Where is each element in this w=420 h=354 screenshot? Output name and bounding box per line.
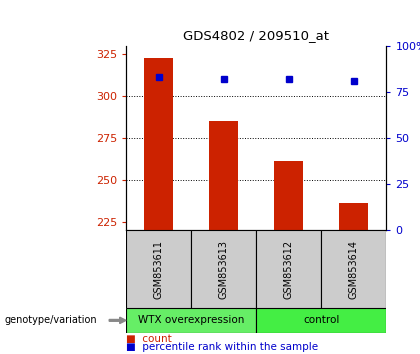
Text: GSM853611: GSM853611 xyxy=(154,240,163,298)
Bar xyxy=(144,58,173,230)
FancyBboxPatch shape xyxy=(256,230,321,308)
Text: WTX overexpression: WTX overexpression xyxy=(138,315,244,325)
Text: GSM853613: GSM853613 xyxy=(219,240,228,298)
Text: GSM853614: GSM853614 xyxy=(349,240,359,298)
FancyBboxPatch shape xyxy=(191,230,256,308)
Text: ■  percentile rank within the sample: ■ percentile rank within the sample xyxy=(126,342,318,352)
Bar xyxy=(339,203,368,230)
FancyBboxPatch shape xyxy=(256,308,386,333)
Bar xyxy=(274,161,303,230)
Text: genotype/variation: genotype/variation xyxy=(4,315,97,325)
FancyBboxPatch shape xyxy=(126,308,256,333)
FancyBboxPatch shape xyxy=(321,230,386,308)
Text: GSM853612: GSM853612 xyxy=(284,239,294,299)
Title: GDS4802 / 209510_at: GDS4802 / 209510_at xyxy=(183,29,329,42)
Text: control: control xyxy=(303,315,339,325)
FancyBboxPatch shape xyxy=(126,230,191,308)
Text: ■  count: ■ count xyxy=(126,334,172,344)
Bar xyxy=(209,121,238,230)
